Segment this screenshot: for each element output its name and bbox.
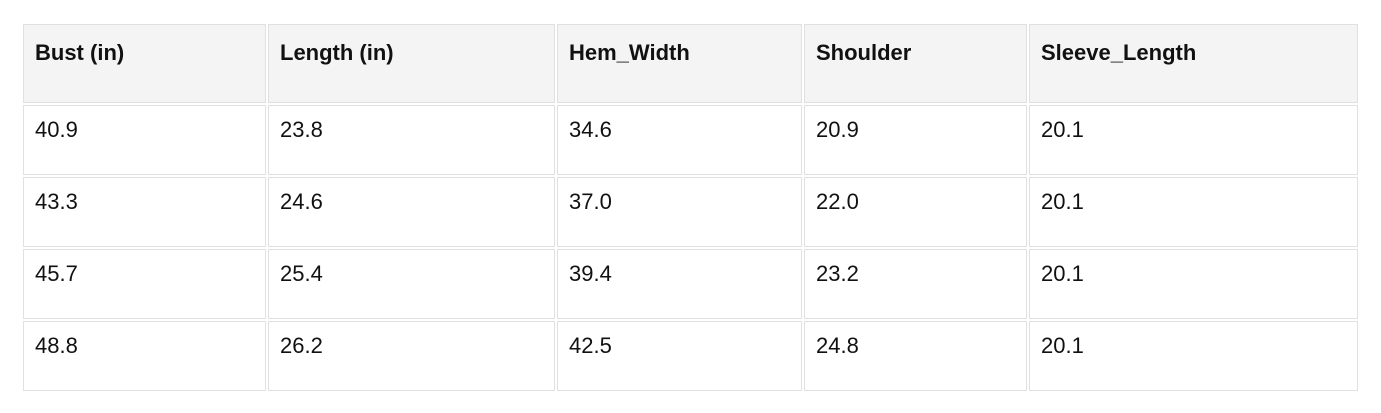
table-cell: 20.1 <box>1029 321 1358 391</box>
table-cell: 39.4 <box>557 249 802 319</box>
table-cell: 45.7 <box>23 249 266 319</box>
table-row: 45.7 25.4 39.4 23.2 20.1 <box>23 249 1358 319</box>
table-cell: 22.0 <box>804 177 1027 247</box>
table-cell: 42.5 <box>557 321 802 391</box>
table-cell: 20.9 <box>804 105 1027 175</box>
table-cell: 48.8 <box>23 321 266 391</box>
column-header-length: Length (in) <box>268 24 555 103</box>
table-cell: 23.2 <box>804 249 1027 319</box>
table-cell: 23.8 <box>268 105 555 175</box>
table-row: 48.8 26.2 42.5 24.8 20.1 <box>23 321 1358 391</box>
table-row: 43.3 24.6 37.0 22.0 20.1 <box>23 177 1358 247</box>
column-header-sleeve-length: Sleeve_Length <box>1029 24 1358 103</box>
column-header-hem-width: Hem_Width <box>557 24 802 103</box>
table-cell: 24.6 <box>268 177 555 247</box>
table-cell: 43.3 <box>23 177 266 247</box>
table-body: 40.9 23.8 34.6 20.9 20.1 43.3 24.6 37.0 22.0 20.1… <box>23 105 1358 391</box>
table-cell: 37.0 <box>557 177 802 247</box>
column-header-shoulder: Shoulder <box>804 24 1027 103</box>
table-row: 40.9 23.8 34.6 20.9 20.1 <box>23 105 1358 175</box>
table-cell: 20.1 <box>1029 249 1358 319</box>
header-row: Bust (in) Length (in) Hem_Width Shoulder… <box>23 24 1358 103</box>
table-cell: 26.2 <box>268 321 555 391</box>
table-cell: 20.1 <box>1029 177 1358 247</box>
table-cell: 20.1 <box>1029 105 1358 175</box>
table-cell: 25.4 <box>268 249 555 319</box>
table-cell: 40.9 <box>23 105 266 175</box>
size-measurements-table: Bust (in) Length (in) Hem_Width Shoulder… <box>21 22 1360 393</box>
table-cell: 24.8 <box>804 321 1027 391</box>
table-header: Bust (in) Length (in) Hem_Width Shoulder… <box>23 24 1358 103</box>
table-cell: 34.6 <box>557 105 802 175</box>
column-header-bust: Bust (in) <box>23 24 266 103</box>
